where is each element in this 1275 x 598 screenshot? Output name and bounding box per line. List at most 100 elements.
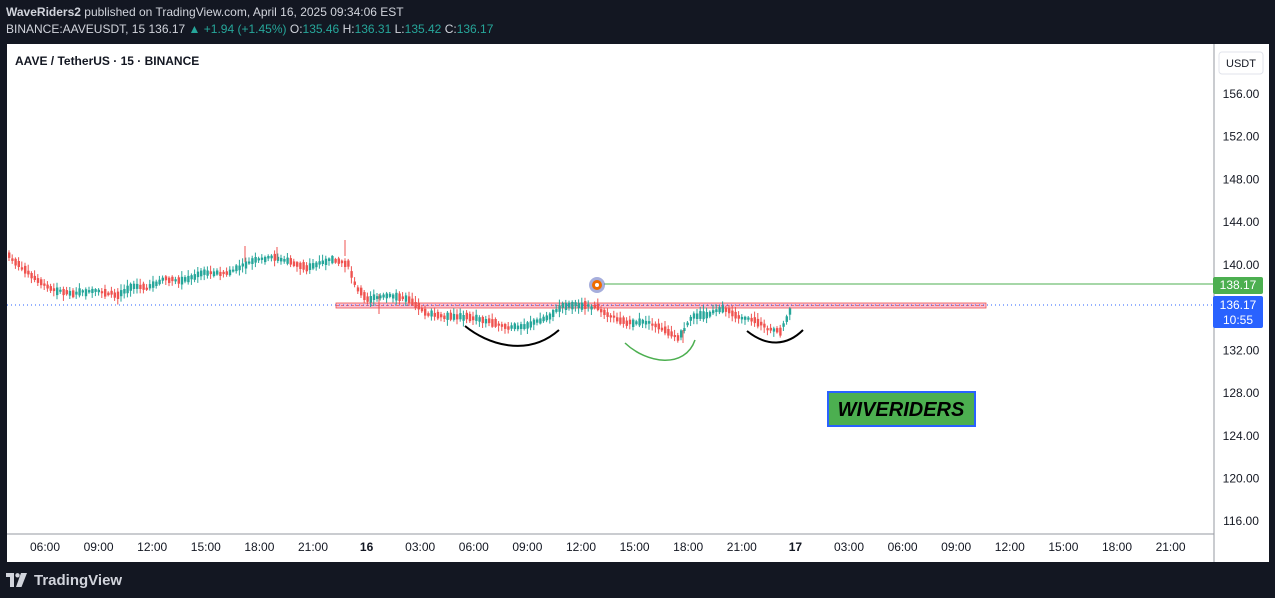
candle-body bbox=[523, 324, 526, 329]
candle-body bbox=[158, 279, 161, 285]
annotation-text: WIVERIDERS bbox=[838, 399, 965, 421]
candle-body bbox=[779, 327, 782, 336]
time-tick-label: 12:00 bbox=[566, 540, 596, 554]
candle-body bbox=[337, 258, 340, 264]
candle-body bbox=[88, 290, 91, 293]
currency-label: USDT bbox=[1226, 58, 1256, 70]
candle-body bbox=[420, 308, 424, 312]
candle-body bbox=[673, 335, 676, 338]
candle-body bbox=[484, 319, 488, 324]
candle-body bbox=[68, 290, 72, 296]
candle-body bbox=[190, 275, 193, 280]
candle-body bbox=[475, 314, 478, 321]
candle-body bbox=[747, 317, 750, 320]
candle-body bbox=[180, 276, 184, 285]
candle-body bbox=[712, 310, 715, 314]
price-tick-label: 144.00 bbox=[1223, 215, 1260, 229]
publisher-name[interactable]: WaveRiders2 bbox=[6, 5, 81, 19]
candle-body bbox=[516, 325, 520, 330]
candle-body bbox=[132, 283, 136, 289]
candle-body bbox=[603, 309, 606, 315]
candle-body bbox=[376, 296, 379, 299]
candle-body bbox=[260, 257, 264, 260]
candle-body bbox=[596, 303, 600, 311]
candle-body bbox=[196, 271, 200, 278]
open-label: O: bbox=[289, 22, 303, 36]
candle-body bbox=[702, 311, 705, 320]
candle-body bbox=[72, 290, 75, 298]
time-tick-label: 17 bbox=[789, 540, 803, 554]
candle-body bbox=[459, 313, 462, 320]
price-tick-label: 132.00 bbox=[1223, 343, 1260, 357]
candle-body bbox=[331, 256, 334, 264]
last-price: 136.17 bbox=[148, 22, 186, 36]
time-tick-label: 21:00 bbox=[727, 540, 757, 554]
candle-body bbox=[545, 315, 548, 321]
candle-body bbox=[203, 269, 206, 275]
candle-body bbox=[123, 289, 126, 294]
candle-body bbox=[744, 316, 747, 320]
candle-body bbox=[638, 318, 641, 326]
candle-body bbox=[65, 290, 68, 295]
annotation-box bbox=[827, 391, 976, 427]
candle-body bbox=[641, 319, 644, 324]
candle-body bbox=[308, 263, 312, 270]
chart-frame[interactable]: 06:00 09:00 12:00 15:00 18:00 21:00 16 03:00 06:… bbox=[7, 44, 1269, 562]
candle-body bbox=[683, 328, 686, 331]
candle-body bbox=[52, 288, 56, 292]
candle-body bbox=[97, 289, 100, 293]
candle-body bbox=[430, 310, 433, 317]
candle-body bbox=[126, 285, 129, 294]
candle-body bbox=[782, 323, 785, 327]
symbol-name: BINANCE:AAVEUSDT, 15 bbox=[6, 22, 146, 36]
target-price-badge bbox=[1213, 277, 1263, 294]
candle-body bbox=[334, 258, 337, 263]
candle-body bbox=[401, 296, 404, 300]
price-tick-label: 124.00 bbox=[1223, 429, 1260, 443]
candle-body bbox=[667, 329, 670, 336]
close-label: C: bbox=[444, 22, 457, 36]
candle-body bbox=[619, 317, 622, 324]
candle-body bbox=[292, 261, 296, 267]
chart-canvas[interactable]: 06:00 09:00 12:00 15:00 18:00 21:00 16 03:00 06:… bbox=[7, 44, 1269, 562]
candle-body bbox=[59, 289, 62, 292]
candle-body bbox=[404, 295, 408, 302]
candle-body bbox=[235, 265, 238, 272]
candle-body bbox=[705, 312, 708, 319]
candle-body bbox=[164, 276, 168, 281]
candle-body bbox=[366, 296, 369, 302]
candle-body bbox=[593, 305, 596, 309]
candle-body bbox=[532, 319, 536, 325]
candle-body bbox=[750, 317, 753, 322]
current-price-badge bbox=[1213, 296, 1263, 328]
candle-body bbox=[142, 283, 145, 290]
candle-body bbox=[558, 305, 561, 312]
candle-body bbox=[212, 271, 216, 277]
time-tick-label: 15:00 bbox=[191, 540, 221, 554]
price-change: +1.94 (+1.45%) bbox=[203, 22, 287, 36]
time-tick-label: 18:00 bbox=[1102, 540, 1132, 554]
candle-body bbox=[232, 269, 235, 272]
candle-body bbox=[548, 313, 552, 320]
candle-body bbox=[472, 316, 475, 321]
candle-body bbox=[427, 313, 430, 316]
candle-body bbox=[100, 291, 104, 294]
candle-body bbox=[312, 263, 315, 269]
candle-body bbox=[305, 265, 308, 272]
candle-body bbox=[760, 321, 763, 326]
candle-body bbox=[628, 319, 632, 325]
candle-body bbox=[36, 278, 40, 283]
footer-brand[interactable]: TradingView bbox=[6, 570, 122, 590]
candle-body bbox=[494, 319, 497, 327]
candle-body bbox=[449, 312, 452, 320]
price-tick-label: 156.00 bbox=[1223, 87, 1260, 101]
candle-body bbox=[660, 327, 664, 331]
candle-body bbox=[443, 315, 446, 319]
candle-body bbox=[753, 317, 756, 324]
close-value: 136.17 bbox=[456, 22, 494, 36]
candle-body bbox=[104, 289, 107, 297]
candle-body bbox=[120, 290, 123, 297]
candle-body bbox=[286, 257, 289, 264]
candle-body bbox=[209, 271, 212, 275]
candle-body bbox=[676, 335, 680, 341]
